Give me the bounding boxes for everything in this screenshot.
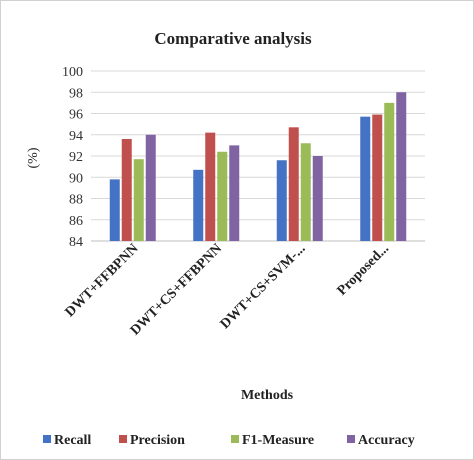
bar-precision	[205, 132, 216, 241]
category-label: DWT+CS+FFBPNN	[128, 241, 225, 338]
bar-recall	[109, 179, 120, 241]
bar-accuracy	[229, 145, 240, 241]
legend-label: Accuracy	[358, 433, 415, 448]
bar-accuracy	[396, 92, 407, 241]
bar-accuracy	[145, 134, 156, 241]
y-tick-label: 86	[69, 214, 83, 229]
bar-f1-measure	[300, 143, 311, 241]
category-label: DWT+CS+SVM-...	[218, 241, 309, 332]
y-tick-label: 92	[69, 150, 83, 165]
bar-precision	[288, 127, 299, 241]
bar-precision	[372, 114, 383, 241]
y-tick-label: 98	[69, 86, 83, 101]
y-tick-label: 94	[69, 129, 83, 144]
legend: Recall Precision F1-Measure Accuracy	[43, 433, 415, 448]
y-tick-label: 88	[69, 193, 83, 208]
legend-swatch	[347, 435, 355, 443]
bar-precision	[121, 139, 132, 241]
bar-f1-measure	[133, 159, 144, 241]
chart-title: Comparative analysis	[154, 29, 312, 48]
legend-swatch	[119, 435, 127, 443]
bar-f1-measure	[217, 151, 228, 241]
legend-swatch	[43, 435, 51, 443]
legend-label: Precision	[130, 433, 185, 448]
bar-accuracy	[312, 156, 323, 241]
bar-f1-measure	[384, 102, 395, 241]
bar-recall	[276, 160, 287, 241]
legend-label: Recall	[54, 433, 91, 448]
y-tick-label: 96	[69, 108, 83, 123]
category-label: Proposed...	[335, 241, 392, 298]
bar-recall	[360, 116, 371, 241]
y-tick-label: 100	[62, 65, 83, 80]
y-tick-label: 90	[69, 171, 83, 186]
y-tick-label: 84	[69, 235, 83, 250]
legend-label: F1-Measure	[242, 433, 314, 448]
bar-recall	[193, 169, 204, 241]
y-axis-label: (%)	[26, 147, 41, 168]
y-tick-labels: 84 86 88 90 92 94 96 98 100	[62, 65, 83, 250]
bars	[109, 92, 407, 241]
category-label: DWT+FFBPNN	[63, 241, 142, 320]
legend-swatch	[231, 435, 239, 443]
x-axis-label: Methods	[241, 388, 294, 403]
